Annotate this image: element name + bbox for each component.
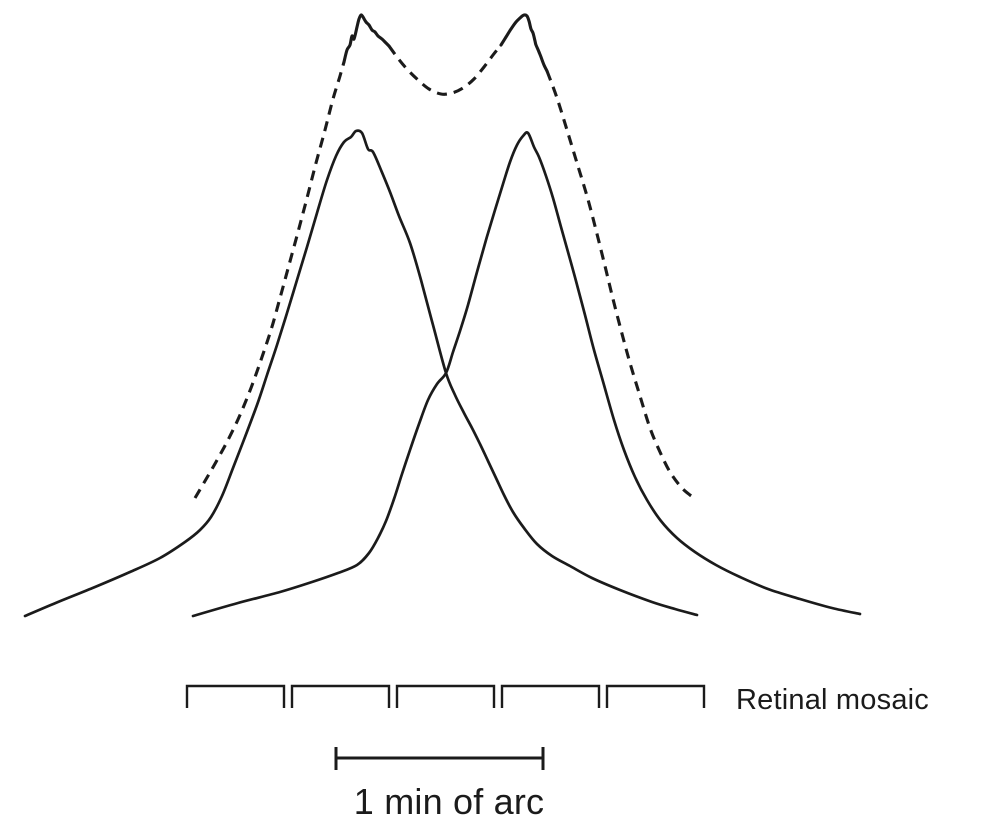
sum-right-flank: [545, 70, 696, 500]
retinal-mosaic-ruler: [185, 684, 706, 708]
scale-bar: [334, 747, 545, 770]
sum-left-peak: [342, 13, 391, 64]
sum-curve: [193, 13, 696, 500]
psf-left-curve: [23, 129, 699, 618]
scale-bar-label: 1 min of arc: [353, 781, 545, 822]
mosaic-bracket: [185, 684, 286, 708]
retinal-mosaic-label: Retinal mosaic: [736, 684, 929, 716]
mosaic-bracket: [500, 684, 601, 708]
mosaic-bracket: [605, 684, 706, 708]
mosaic-bracket: [290, 684, 391, 708]
sum-center-dip: [387, 44, 503, 96]
mosaic-bracket: [395, 684, 496, 708]
sum-left-flank: [193, 61, 346, 499]
psf-right-curve: [191, 131, 862, 618]
sum-right-peak: [499, 13, 549, 73]
